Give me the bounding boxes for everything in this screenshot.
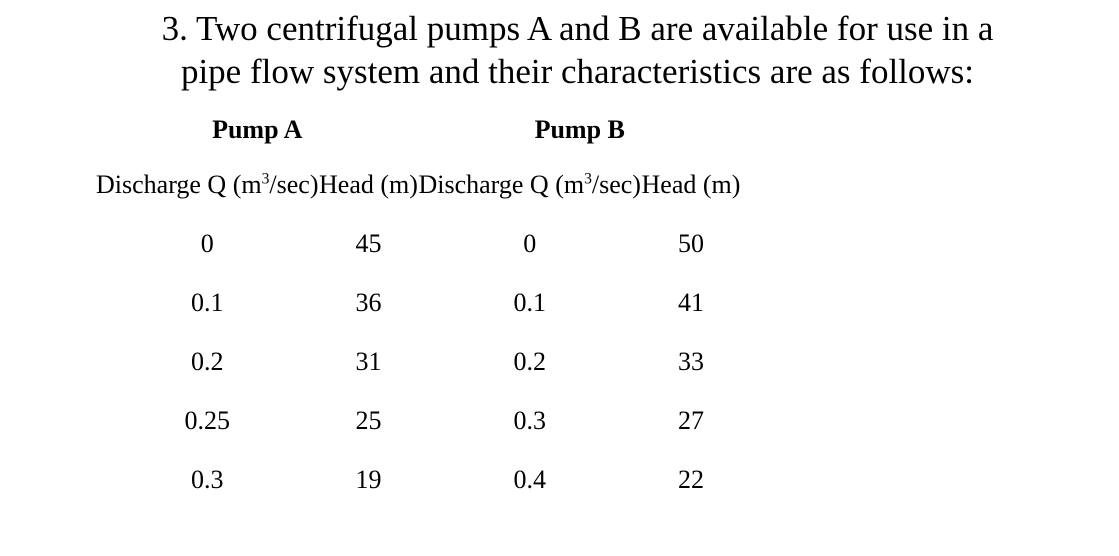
table-cell: 0.2 xyxy=(190,346,224,376)
pump-b-header: Pump B xyxy=(534,115,625,144)
table-row: 0 45 0 50 xyxy=(96,214,741,273)
pump-a-header: Pump A xyxy=(212,115,303,144)
table-cell: 0.4 xyxy=(513,464,546,494)
table-cell: 27 xyxy=(677,405,704,435)
table-cell: 0.2 xyxy=(513,346,546,376)
table-cell: 41 xyxy=(677,287,704,317)
problem-title-line-1: 3. Two centrifugal pumps A and B are ava… xyxy=(161,9,994,48)
column-header: Discharge Q (m3/sec) xyxy=(418,170,641,199)
table-cell: 22 xyxy=(677,464,704,494)
column-header: Discharge Q (m3/sec) xyxy=(96,170,319,199)
table-cell: 25 xyxy=(355,405,382,435)
problem-statement: 3. Two centrifugal pumps A and B are ava… xyxy=(0,0,1119,93)
table-cell: 45 xyxy=(355,228,382,258)
pump-characteristics-table: Pump A Pump B Discharge Q (m3/sec) Head (… xyxy=(96,104,741,509)
table-cell: 36 xyxy=(355,287,382,317)
column-header-row: Discharge Q (m3/sec) Head (m) Discharge Q … xyxy=(96,156,741,214)
table-row: 0.3 19 0.4 22 xyxy=(96,450,741,509)
table-cell: 33 xyxy=(677,346,704,376)
table-row: 0.25 25 0.3 27 xyxy=(96,391,741,450)
table-cell: 0 xyxy=(523,228,537,258)
table-cell: 31 xyxy=(355,346,382,376)
table-cell: 0.25 xyxy=(184,405,230,435)
table-cell: 0.3 xyxy=(190,464,224,494)
column-header: Head (m) xyxy=(641,170,741,199)
problem-title-line-2: pipe flow system and their characteristi… xyxy=(180,52,975,91)
pump-group-header-row: Pump A Pump B xyxy=(96,104,741,156)
column-header: Head (m) xyxy=(319,170,418,199)
table-cell: 19 xyxy=(355,464,382,494)
table-cell: 0 xyxy=(200,228,214,258)
table-cell: 0.3 xyxy=(513,405,546,435)
table-body: 0 45 0 50 0.1 36 0.1 41 0.2 31 0.2 33 0.25 25 0.3 27 0.3… xyxy=(96,214,741,509)
table-row: 0.2 31 0.2 33 xyxy=(96,332,741,391)
table-cell: 0.1 xyxy=(190,287,224,317)
table-cell: 0.1 xyxy=(513,287,546,317)
table-row: 0.1 36 0.1 41 xyxy=(96,273,741,332)
table-cell: 50 xyxy=(677,228,704,258)
